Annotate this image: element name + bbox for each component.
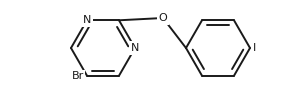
Text: I: I — [253, 43, 256, 53]
Text: N: N — [83, 15, 91, 25]
Text: Br: Br — [72, 71, 84, 81]
Text: N: N — [131, 43, 139, 53]
Text: O: O — [159, 13, 167, 23]
